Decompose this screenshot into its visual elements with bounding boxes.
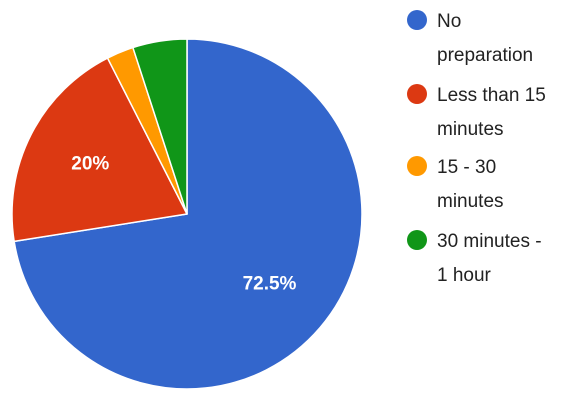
pie-data-labels: 72.5% 20% [71,154,296,295]
pie-slice-no-preparation [13,38,363,390]
legend-label-30-minutes-1-hour: 30 minutes -1 hour [437,231,542,286]
legend-marker-less-than-15-minutes [407,84,427,104]
legend-marker-30-minutes-1-hour [407,230,427,250]
legend-label-less-than-15-minutes: Less than 15 minutes [437,85,546,140]
data-label-no-preparation: 72.5% [243,274,297,295]
pie-slice-less-than-15-minutes [11,57,188,243]
legend-marker-no-preparation [407,10,427,30]
legend-label-15-30-minutes: 15 - 30 minutes [437,157,504,212]
pie-slices [11,38,363,390]
legend-label-no-preparation: No preparation [437,11,533,66]
pie-slice-30-minutes-1-hour [132,38,188,215]
legend-marker-15-30-minutes [407,156,427,176]
data-label-less-than-15-minutes: 20% [71,154,109,175]
legend: No preparation Less than 15 minutes 15 - 30 m… [407,10,546,286]
